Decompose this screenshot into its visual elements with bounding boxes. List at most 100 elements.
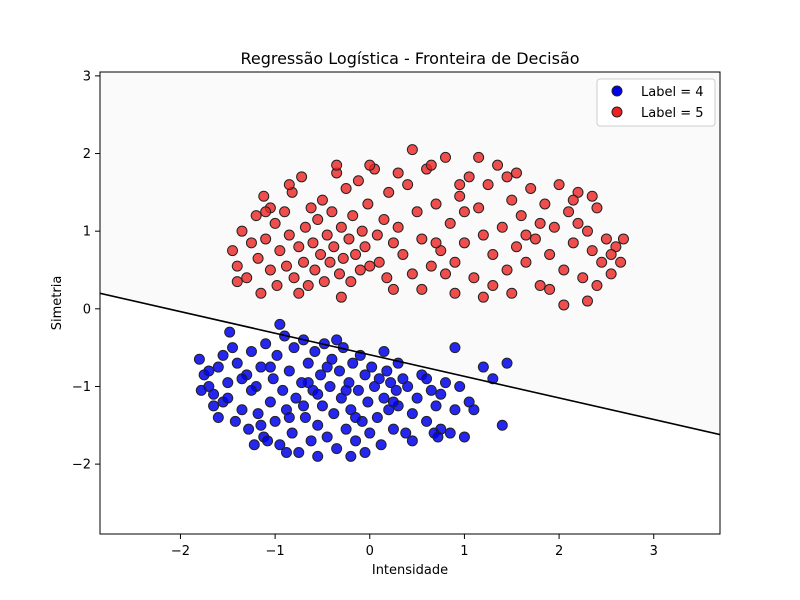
point-label-4 (245, 384, 257, 396)
point-label-5 (534, 280, 546, 292)
point-label-4 (293, 446, 305, 458)
legend: Label = 4 Label = 5 (596, 78, 716, 127)
point-label-5 (563, 206, 575, 218)
point-label-5 (416, 283, 428, 295)
point-label-5 (383, 186, 395, 198)
point-label-4 (340, 423, 352, 435)
point-label-5 (605, 268, 617, 280)
point-label-5 (359, 241, 371, 253)
point-label-5 (307, 237, 319, 249)
point-label-5 (293, 241, 305, 253)
point-label-5 (315, 248, 327, 260)
point-label-5 (596, 256, 608, 268)
point-label-5 (454, 179, 466, 191)
x-tick-label: 0 (366, 544, 374, 559)
point-label-5 (439, 151, 451, 163)
point-label-4 (454, 380, 466, 392)
point-label-5 (316, 194, 328, 206)
point-label-5 (288, 272, 300, 284)
point-label-4 (269, 415, 281, 427)
point-label-5 (283, 229, 295, 241)
point-label-4 (283, 365, 295, 377)
point-label-5 (501, 171, 513, 183)
point-label-5 (335, 221, 347, 233)
point-label-5 (245, 237, 257, 249)
point-label-4 (274, 439, 286, 451)
point-label-5 (572, 217, 584, 229)
point-label-4 (312, 450, 324, 462)
point-label-4 (375, 439, 387, 451)
point-label-5 (227, 245, 239, 257)
point-label-5 (343, 233, 355, 245)
point-label-5 (271, 280, 283, 292)
point-label-4 (321, 431, 333, 443)
point-label-4 (387, 423, 399, 435)
point-label-5 (345, 276, 357, 288)
point-label-5 (430, 198, 442, 210)
point-label-4 (331, 334, 343, 346)
point-label-4 (359, 446, 371, 458)
point-label-4 (283, 412, 295, 424)
y-tick-label: −1 (72, 380, 91, 395)
point-label-4 (305, 435, 317, 447)
point-label-5 (430, 237, 442, 249)
point-label-5 (567, 194, 579, 206)
point-label-5 (458, 206, 470, 218)
point-label-5 (468, 272, 480, 284)
point-label-5 (567, 237, 579, 249)
point-label-5 (352, 175, 364, 187)
y-tick-label: 1 (83, 225, 91, 240)
point-label-5 (515, 210, 527, 222)
point-label-5 (236, 225, 248, 237)
point-label-4 (487, 373, 499, 385)
point-label-4 (290, 392, 302, 404)
point-label-4 (255, 361, 267, 373)
point-label-4 (435, 388, 447, 400)
point-label-5 (387, 237, 399, 249)
point-label-5 (581, 295, 593, 307)
point-label-4 (236, 404, 248, 416)
point-label-4 (324, 380, 336, 392)
point-label-4 (425, 384, 437, 396)
point-label-5 (269, 217, 281, 229)
point-label-4 (312, 419, 324, 431)
x-tick-label: 2 (555, 544, 563, 559)
point-label-5 (406, 268, 418, 280)
point-label-4 (299, 412, 311, 424)
decision-region-above (100, 72, 720, 435)
point-label-5 (520, 229, 532, 241)
point-label-4 (277, 384, 289, 396)
point-label-5 (463, 171, 475, 183)
point-label-5 (356, 225, 368, 237)
point-label-5 (425, 260, 437, 272)
point-label-5 (454, 190, 466, 202)
point-label-4 (378, 392, 390, 404)
point-label-4 (402, 380, 414, 392)
point-label-5 (581, 225, 593, 237)
point-label-4 (267, 373, 279, 385)
point-label-5 (544, 283, 556, 295)
point-label-5 (364, 159, 376, 171)
point-label-4 (243, 423, 255, 435)
point-label-5 (553, 179, 565, 191)
point-label-4 (227, 342, 239, 354)
point-label-4 (359, 369, 371, 381)
point-label-4 (208, 388, 220, 400)
legend-marker-label-5 (611, 106, 623, 118)
legend-marker-label-4 (611, 85, 623, 97)
point-label-5 (506, 194, 518, 206)
point-label-5 (381, 272, 393, 284)
point-label-5 (335, 291, 347, 303)
legend-box (596, 78, 716, 127)
plot-area (99, 71, 721, 535)
point-label-4 (302, 377, 314, 389)
point-label-5 (371, 229, 383, 241)
point-label-5 (492, 159, 504, 171)
point-label-5 (362, 198, 374, 210)
point-label-4 (298, 400, 310, 412)
point-label-4 (406, 435, 418, 447)
point-label-5 (298, 256, 310, 268)
point-label-4 (315, 369, 327, 381)
point-label-5 (333, 268, 345, 280)
point-label-5 (591, 202, 603, 214)
